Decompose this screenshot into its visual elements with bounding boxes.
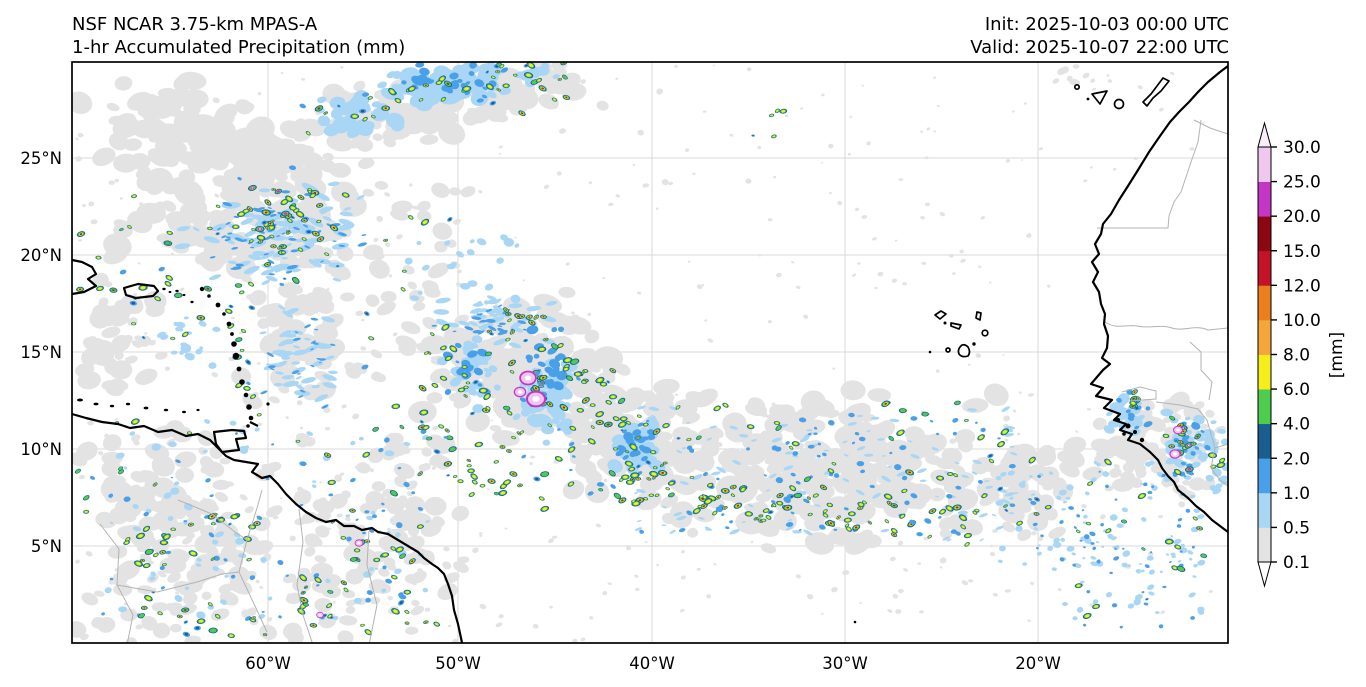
puerto-rico-island xyxy=(122,282,160,300)
map-frame xyxy=(71,61,1229,644)
colorbar-over-arrow xyxy=(1257,121,1272,148)
hispaniola-coastline xyxy=(72,258,98,296)
tobago-island xyxy=(249,421,259,427)
st-peter-paul-rocks xyxy=(853,620,857,624)
colorbar-tick-label: 10.0 xyxy=(1283,311,1321,331)
country-borders xyxy=(99,119,1228,643)
colorbar-unit-label: [mm] xyxy=(1327,332,1347,378)
colorbar-segment xyxy=(1258,423,1271,459)
canary-islands xyxy=(1091,90,1108,105)
cape-verde-islands xyxy=(934,310,947,320)
model-name-title: NSF NCAR 3.75-km MPAS-A xyxy=(72,14,318,35)
lon-tick-label: 20°W xyxy=(1015,654,1061,673)
colorbar-segment xyxy=(1258,216,1271,252)
colorbar-tick-label: 25.0 xyxy=(1283,173,1321,193)
colorbar-segment xyxy=(1258,147,1271,182)
lat-tick-label: 25°N xyxy=(20,149,62,168)
colorbar-segment xyxy=(1258,527,1271,563)
colorbar-tick-label: 20.0 xyxy=(1283,207,1321,227)
lat-tick-label: 20°N xyxy=(20,246,62,265)
africa-coastline xyxy=(1089,65,1228,533)
colorbar-tick-label: 6.0 xyxy=(1283,380,1310,400)
lat-tick-label: 15°N xyxy=(20,343,62,362)
colorbar-segment xyxy=(1258,458,1271,494)
colorbar-segment xyxy=(1258,319,1271,355)
colorbar-segment xyxy=(1258,285,1271,321)
lat-axis: 25°N 20°N 15°N 10°N 5°N xyxy=(20,149,62,556)
colorbar-tick-label: 30.0 xyxy=(1283,138,1321,158)
colorbar-segment xyxy=(1258,389,1271,425)
colorbar-tick-label: 2.0 xyxy=(1283,449,1310,469)
coastlines xyxy=(72,65,1228,643)
south-america-coastline xyxy=(72,412,464,643)
colorbar-segment xyxy=(1258,492,1271,528)
lon-tick-label: 50°W xyxy=(435,654,481,673)
colorbar-tick-label: 0.1 xyxy=(1283,553,1310,573)
lon-axis: 60°W 50°W 40°W 30°W 20°W xyxy=(245,654,1061,673)
lat-tick-label: 10°N xyxy=(20,440,62,459)
colorbar: 0.1 0.5 1.0 2.0 4.0 6.0 8.0 10.0 12.0 15.0 20.0 25.… xyxy=(1257,121,1321,588)
colorbar-tick-label: 1.0 xyxy=(1283,484,1310,504)
lat-tick-label: 5°N xyxy=(31,537,62,556)
lon-tick-label: 30°W xyxy=(822,654,868,673)
product-title: 1-hr Accumulated Precipitation (mm) xyxy=(72,37,405,58)
lon-tick-label: 60°W xyxy=(245,654,291,673)
colorbar-tick-label: 0.5 xyxy=(1283,518,1310,538)
small-islands xyxy=(77,97,1145,624)
colorbar-segment xyxy=(1258,181,1271,217)
init-time-label: Init: 2025-10-03 00:00 UTC xyxy=(985,14,1229,35)
colorbar-under-arrow xyxy=(1257,561,1272,588)
colorbar-tick-label: 15.0 xyxy=(1283,242,1321,262)
trinidad-island xyxy=(212,428,248,454)
lon-tick-label: 40°W xyxy=(629,654,675,673)
colorbar-tick-label: 4.0 xyxy=(1283,415,1310,435)
valid-time-label: Valid: 2025-10-07 22:00 UTC xyxy=(970,37,1229,58)
colorbar-tick-label: 12.0 xyxy=(1283,276,1321,296)
colorbar-tick-label: 8.0 xyxy=(1283,346,1310,366)
map-panel xyxy=(72,62,1228,643)
colorbar-segment xyxy=(1258,354,1271,390)
precip-extreme-cores-layer xyxy=(316,370,1183,619)
outlined-islands xyxy=(934,77,1170,358)
colorbar-segment xyxy=(1258,250,1271,286)
